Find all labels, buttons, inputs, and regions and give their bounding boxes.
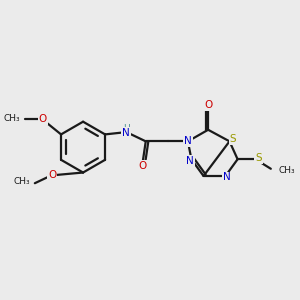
Text: N: N [184, 136, 192, 146]
Text: O: O [38, 114, 47, 124]
Text: CH₃: CH₃ [4, 114, 20, 123]
Text: S: S [255, 153, 262, 163]
Text: O: O [204, 100, 212, 110]
Text: O: O [139, 161, 147, 171]
Text: CH₃: CH₃ [278, 166, 295, 175]
Text: CH₃: CH₃ [13, 177, 30, 186]
Text: N: N [186, 156, 194, 166]
Text: N: N [223, 172, 231, 182]
Text: S: S [230, 134, 236, 144]
Text: O: O [48, 170, 56, 180]
Text: H: H [123, 124, 130, 133]
Text: N: N [122, 128, 130, 138]
